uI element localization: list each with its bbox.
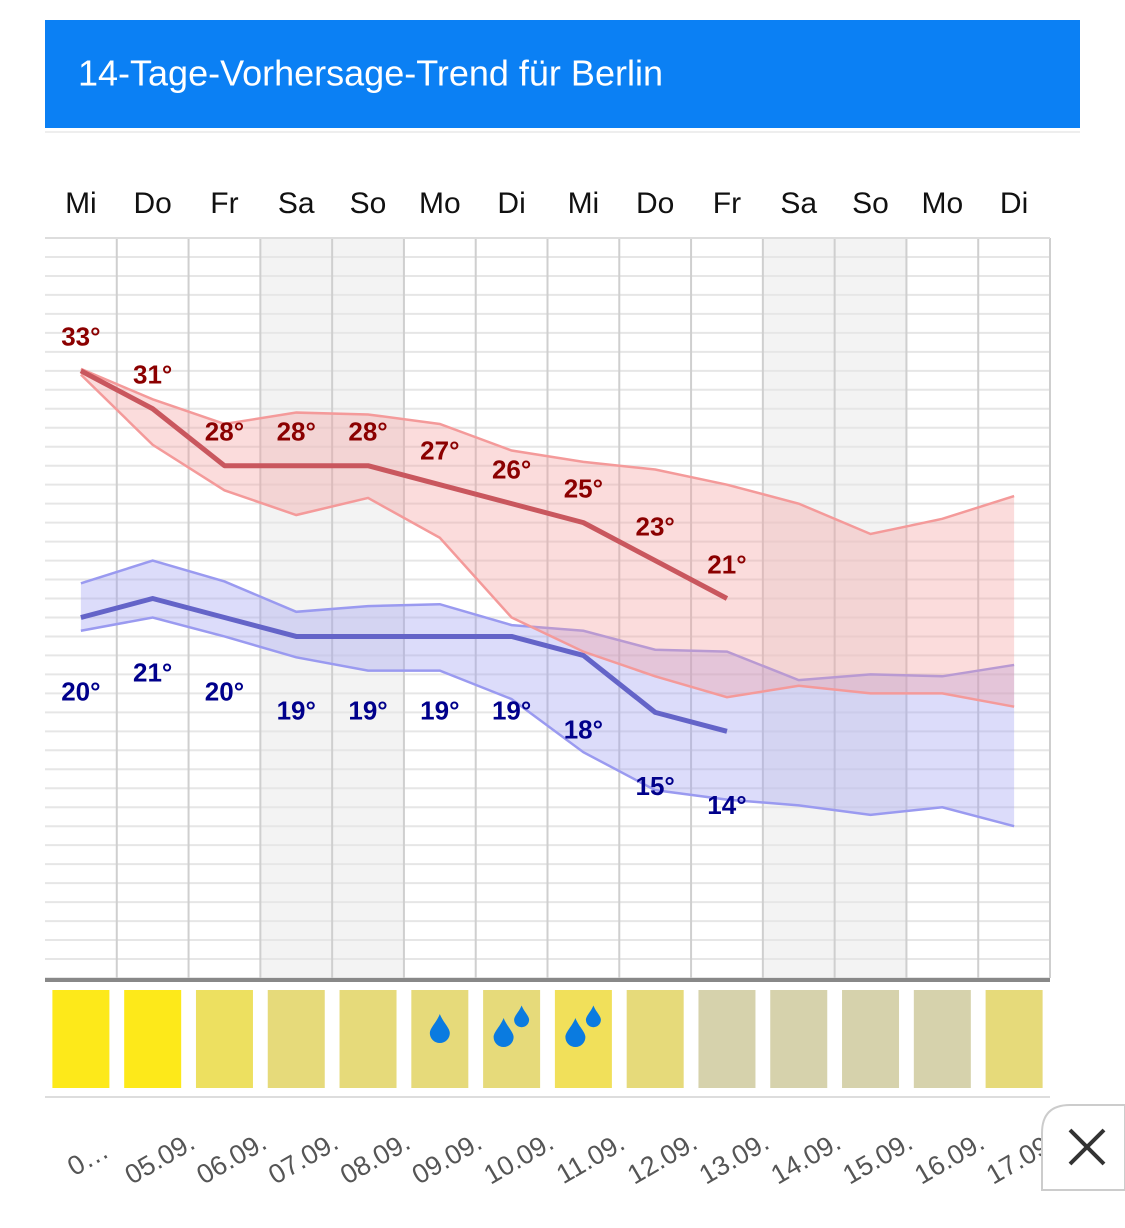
day-label: Di [497, 187, 525, 220]
close-icon[interactable] [1068, 1128, 1106, 1166]
day-label: So [852, 187, 889, 220]
day-label: Do [133, 187, 171, 220]
day-label: Sa [278, 187, 315, 220]
temp-label: 31° [133, 360, 172, 390]
temp-label: 28° [205, 417, 244, 447]
range-edge [80, 616, 1015, 828]
rain-drop [514, 1005, 530, 1028]
temp-label: 20° [61, 676, 100, 706]
range-edge [80, 373, 1015, 708]
plot: Mi 0… Do 05.09. Fr 06.09. Sa 07.09. So 08.09. Mo 09… [45, 187, 1061, 1190]
date-label: 09.09. [407, 1127, 487, 1191]
temp-label: 21° [707, 549, 746, 579]
weather-tile [770, 990, 828, 1088]
rain-drop [493, 1018, 514, 1047]
weekend-shade [762, 238, 835, 978]
date-label: 14.09. [766, 1127, 846, 1191]
temp-label: 19° [420, 695, 459, 725]
date-label: 16.09. [909, 1127, 989, 1191]
weekend-shade [834, 238, 907, 978]
day-label: So [350, 187, 387, 220]
date-label: 07.09. [263, 1127, 343, 1191]
weather-tile [913, 990, 971, 1088]
weather-tile [339, 990, 397, 1088]
weather-tile [985, 990, 1043, 1088]
weather-tile [698, 990, 756, 1088]
day-label: Mi [568, 187, 600, 220]
temp-label: 28° [348, 417, 387, 447]
day-label: Do [636, 187, 674, 220]
temp-label: 19° [348, 695, 387, 725]
date-label: 08.09. [335, 1127, 415, 1191]
temp-label: 15° [636, 771, 675, 801]
date-label: 15.09. [838, 1127, 918, 1191]
weather-tile [267, 990, 325, 1088]
day-label: Fr [210, 187, 238, 220]
temp-label: 21° [133, 657, 172, 687]
weather-tile [626, 990, 684, 1088]
chart-title: 14-Tage-Vorhersage-Trend für Berlin [78, 53, 663, 94]
temp-line [79, 368, 729, 601]
rain-drop [585, 1005, 601, 1028]
day-label: Sa [780, 187, 817, 220]
temp-label: 19° [492, 695, 531, 725]
weather-tile [842, 990, 900, 1088]
temp-label: 25° [564, 473, 603, 503]
date-label: 12.09. [622, 1127, 702, 1191]
weather-tile [52, 990, 110, 1088]
range-band [80, 560, 1015, 827]
date-label: 05.09. [120, 1127, 200, 1191]
range-edge [80, 559, 1015, 682]
weekend-shade [260, 238, 333, 978]
temp-label: 19° [277, 695, 316, 725]
bottom-mask [0, 1190, 1040, 1228]
weather-tile [195, 990, 253, 1088]
temp-label: 23° [636, 511, 675, 541]
day-label: Mo [419, 187, 461, 220]
day-label: Di [1000, 187, 1028, 220]
date-label: 13.09. [694, 1127, 774, 1191]
temp-label: 20° [205, 676, 244, 706]
day-label: Mi [65, 187, 97, 220]
temp-label: 27° [420, 436, 459, 466]
date-label: 11.09. [551, 1127, 629, 1190]
day-label: Mo [921, 187, 963, 220]
date-label: 10.09. [479, 1127, 559, 1191]
temp-label: 26° [492, 455, 531, 485]
temp-label: 33° [61, 322, 100, 352]
weather-tile [124, 990, 182, 1088]
date-label: 0… [62, 1135, 113, 1182]
range-band [80, 368, 1015, 707]
date-label: 06.09. [192, 1127, 272, 1191]
temp-label: 18° [564, 714, 603, 744]
header [45, 20, 1080, 128]
temp-label: 28° [277, 417, 316, 447]
temp-line [80, 596, 728, 734]
range-edge [80, 367, 1015, 536]
rain-drop [429, 1014, 450, 1043]
rain-drop [565, 1018, 586, 1047]
close-button[interactable] [1041, 1104, 1125, 1191]
day-label: Fr [713, 187, 741, 220]
close-box[interactable] [1041, 1104, 1125, 1191]
temp-label: 14° [707, 790, 746, 820]
